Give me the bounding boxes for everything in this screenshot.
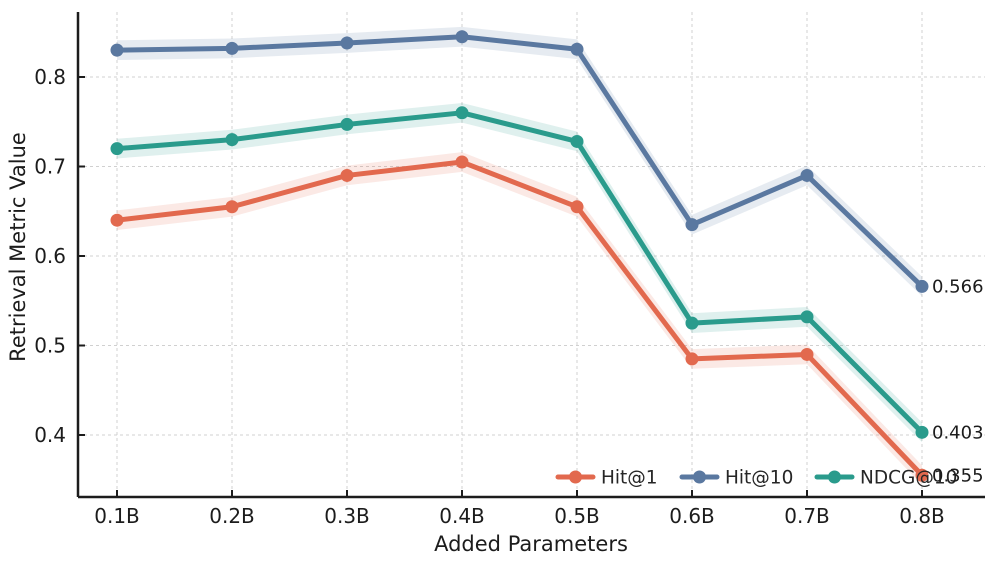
data-point: [685, 218, 699, 232]
y-tick-label: 0.6: [34, 244, 66, 268]
legend-label: NDCG@10: [860, 468, 957, 489]
data-point: [340, 168, 354, 182]
legend-marker: [828, 470, 841, 484]
data-point: [225, 41, 239, 55]
data-point: [110, 213, 124, 227]
confidence-band: [117, 102, 922, 443]
y-tick-label: 0.8: [34, 65, 66, 89]
confidence-bands: [117, 26, 922, 486]
x-tick-label: 0.8B: [899, 504, 945, 528]
series-lines: [110, 30, 929, 482]
series-line: [114, 34, 925, 289]
axes: [76, 12, 985, 499]
data-point: [570, 134, 584, 148]
data-point: [225, 200, 239, 214]
gridlines: [78, 12, 985, 497]
data-point: [110, 43, 124, 57]
legend-label: Hit@1: [601, 468, 658, 489]
axis-titles: Added Parameters Retrieval Metric Value: [6, 132, 628, 556]
legend-label: Hit@10: [725, 468, 793, 489]
end-value-label: 0.403: [932, 422, 984, 443]
data-point: [340, 117, 354, 131]
data-point: [685, 316, 699, 330]
data-point: [110, 142, 124, 156]
data-point: [800, 347, 814, 361]
y-tick-label: 0.7: [34, 155, 66, 179]
legend-item: Hit@1: [555, 468, 658, 489]
x-tick-label: 0.1B: [94, 504, 140, 528]
y-axis-title: Retrieval Metric Value: [6, 132, 30, 362]
x-tick-label: 0.7B: [784, 504, 830, 528]
legend-marker: [569, 470, 582, 484]
end-value-label: 0.355: [932, 465, 984, 486]
data-point: [455, 106, 469, 120]
data-point: [225, 133, 239, 147]
end-value-annotations: 0.355 0.566 0.403: [932, 276, 984, 486]
data-point: [455, 30, 469, 44]
x-tick-label: 0.3B: [324, 504, 370, 528]
data-point: [570, 42, 584, 56]
series-line: [114, 110, 925, 435]
legend: Hit@1 Hit@10 NDCG@10: [555, 468, 957, 489]
data-point: [455, 155, 469, 169]
x-tick-label: 0.5B: [554, 504, 600, 528]
x-axis-title: Added Parameters: [434, 532, 628, 556]
x-tick-label: 0.2B: [209, 504, 255, 528]
series-line: [114, 159, 925, 478]
data-point: [800, 168, 814, 182]
data-point: [570, 200, 584, 214]
data-point: [915, 425, 929, 439]
data-point: [915, 468, 929, 482]
end-value-label: 0.566: [932, 276, 984, 297]
legend-marker: [693, 470, 706, 484]
data-point: [800, 310, 814, 324]
y-tick-label: 0.4: [34, 423, 66, 447]
legend-item: Hit@10: [679, 468, 793, 489]
tick-labels: 0.4 0.5 0.6 0.7 0.8 0.1B 0.2B 0.3B 0.4B 0.5B 0.6B 0…: [34, 65, 945, 528]
confidence-band: [117, 26, 922, 297]
legend-item: NDCG@10: [814, 468, 957, 489]
data-point: [340, 36, 354, 50]
y-tick-label: 0.5: [34, 334, 66, 358]
x-tick-label: 0.6B: [669, 504, 715, 528]
x-tick-label: 0.4B: [439, 504, 485, 528]
data-point: [685, 352, 699, 366]
data-point: [915, 279, 929, 293]
